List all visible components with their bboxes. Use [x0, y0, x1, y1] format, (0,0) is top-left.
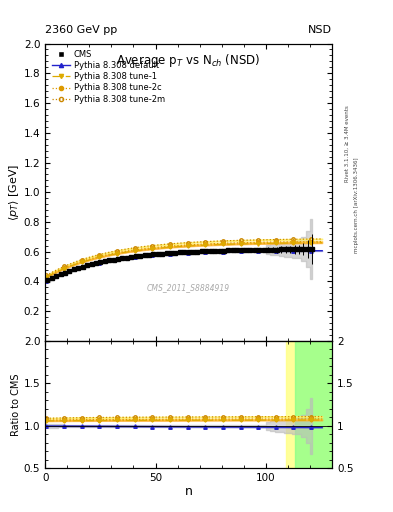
Text: CMS_2011_S8884919: CMS_2011_S8884919 [147, 283, 230, 292]
Text: mcplots.cern.ch [arXiv:1306.3436]: mcplots.cern.ch [arXiv:1306.3436] [354, 157, 359, 252]
Bar [295, 341, 332, 468]
Text: Rivet 3.1.10, ≥ 3.4M events: Rivet 3.1.10, ≥ 3.4M events [345, 105, 350, 182]
Legend: CMS, Pythia 8.308 default, Pythia 8.308 tune-1, Pythia 8.308 tune-2c, Pythia 8.3: CMS, Pythia 8.308 default, Pythia 8.308 … [50, 48, 167, 106]
Text: NSD: NSD [308, 25, 332, 35]
Text: 2360 GeV pp: 2360 GeV pp [45, 25, 118, 35]
X-axis label: n: n [185, 485, 193, 498]
Text: Average p$_T$ vs N$_{ch}$ (NSD): Average p$_T$ vs N$_{ch}$ (NSD) [116, 52, 261, 70]
Bar [286, 341, 332, 468]
Y-axis label: Ratio to CMS: Ratio to CMS [11, 373, 21, 436]
Y-axis label: $\langle p_T \rangle$ [GeV]: $\langle p_T \rangle$ [GeV] [7, 164, 21, 221]
